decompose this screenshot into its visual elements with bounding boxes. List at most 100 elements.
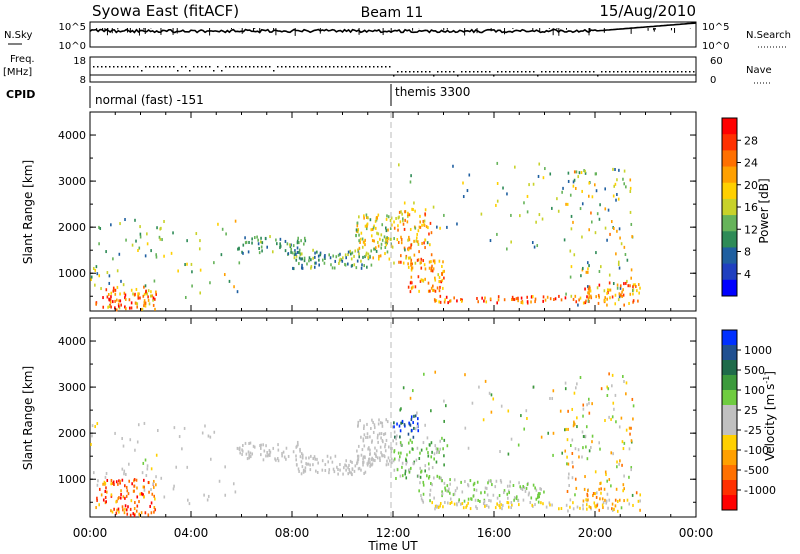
data-cell [416,422,419,426]
data-cell [629,178,632,182]
data-cell [439,285,441,289]
data-cell [585,425,588,429]
power-y-label: Slant Range [km] [21,160,35,264]
data-cell [453,502,456,506]
data-cell [409,290,412,294]
data-cell [611,415,614,419]
data-cell [319,253,322,257]
data-cell [253,445,256,449]
data-cell [413,426,415,430]
data-cell [537,500,540,504]
data-cell [105,500,107,504]
data-cell [119,481,121,485]
data-cell [296,250,299,254]
data-cell [606,479,608,483]
data-cell [564,387,567,391]
data-cell [153,279,156,283]
data-cell [419,451,421,455]
colorbar-swatch [722,118,737,135]
data-cell [420,497,423,501]
data-cell [127,505,129,509]
data-cell [529,501,532,505]
data-cell [154,508,157,512]
data-cell [309,468,312,472]
data-cell [362,457,364,461]
data-cell [143,299,146,303]
data-cell [607,291,609,295]
data-cell [476,296,478,300]
data-cell [456,486,458,490]
data-cell [400,235,402,239]
data-cell [385,418,388,422]
data-cell [284,249,287,253]
data-cell [618,498,621,502]
data-cell [152,296,155,300]
data-cell [619,286,622,290]
data-cell [313,455,316,459]
data-cell [150,249,152,253]
data-cell [541,217,544,221]
data-cell [195,232,198,236]
data-cell [116,285,119,289]
data-cell [368,457,371,461]
data-cell [143,485,145,489]
data-cell [150,511,153,515]
freq-dot [369,66,371,68]
freq-dot [165,66,167,68]
data-cell [299,447,301,451]
data-cell [329,456,332,460]
data-cell [496,161,499,165]
data-cell [136,504,139,508]
data-cell [594,504,596,508]
data-cell [220,253,223,257]
data-cell [606,492,609,496]
data-cell [435,299,438,303]
nsearch-label: N.Search [746,30,791,41]
data-cell [484,379,487,383]
data-cell [477,300,479,304]
data-cell [626,279,628,283]
data-cell [199,239,201,243]
data-cell [467,501,469,505]
data-cell [132,292,134,296]
data-cell [544,298,547,302]
data-cell [266,451,268,455]
data-cell [430,231,433,235]
freq-dot [461,71,463,73]
data-cell [112,481,114,485]
data-cell [142,493,144,497]
freq-dot [429,71,431,73]
data-cell [129,513,132,517]
data-cell [127,492,130,496]
data-cell [615,487,618,491]
data-cell [397,216,400,220]
data-cell [443,454,445,458]
data-cell [199,291,202,295]
data-cell [135,239,137,243]
data-cell [244,236,246,240]
data-cell [581,189,583,193]
data-cell [144,511,147,515]
colorbar-swatch [722,263,737,281]
data-cell [124,297,127,301]
data-cell [622,447,625,451]
data-cell [466,504,468,508]
data-cell [151,294,154,298]
data-cell [247,450,250,454]
data-cell [347,262,349,266]
data-cell [344,253,347,257]
data-cell [249,455,252,459]
data-cell [367,216,369,220]
freq-dot [425,71,427,73]
data-cell [604,419,606,423]
data-cell [438,280,441,284]
data-cell [447,301,449,305]
data-cell [534,503,536,507]
freq-dot [317,66,319,68]
data-cell [349,459,352,463]
freq-dot [529,71,531,73]
data-cell [399,429,402,433]
data-cell [423,223,425,227]
data-cell [490,393,493,397]
data-cell [417,429,420,433]
